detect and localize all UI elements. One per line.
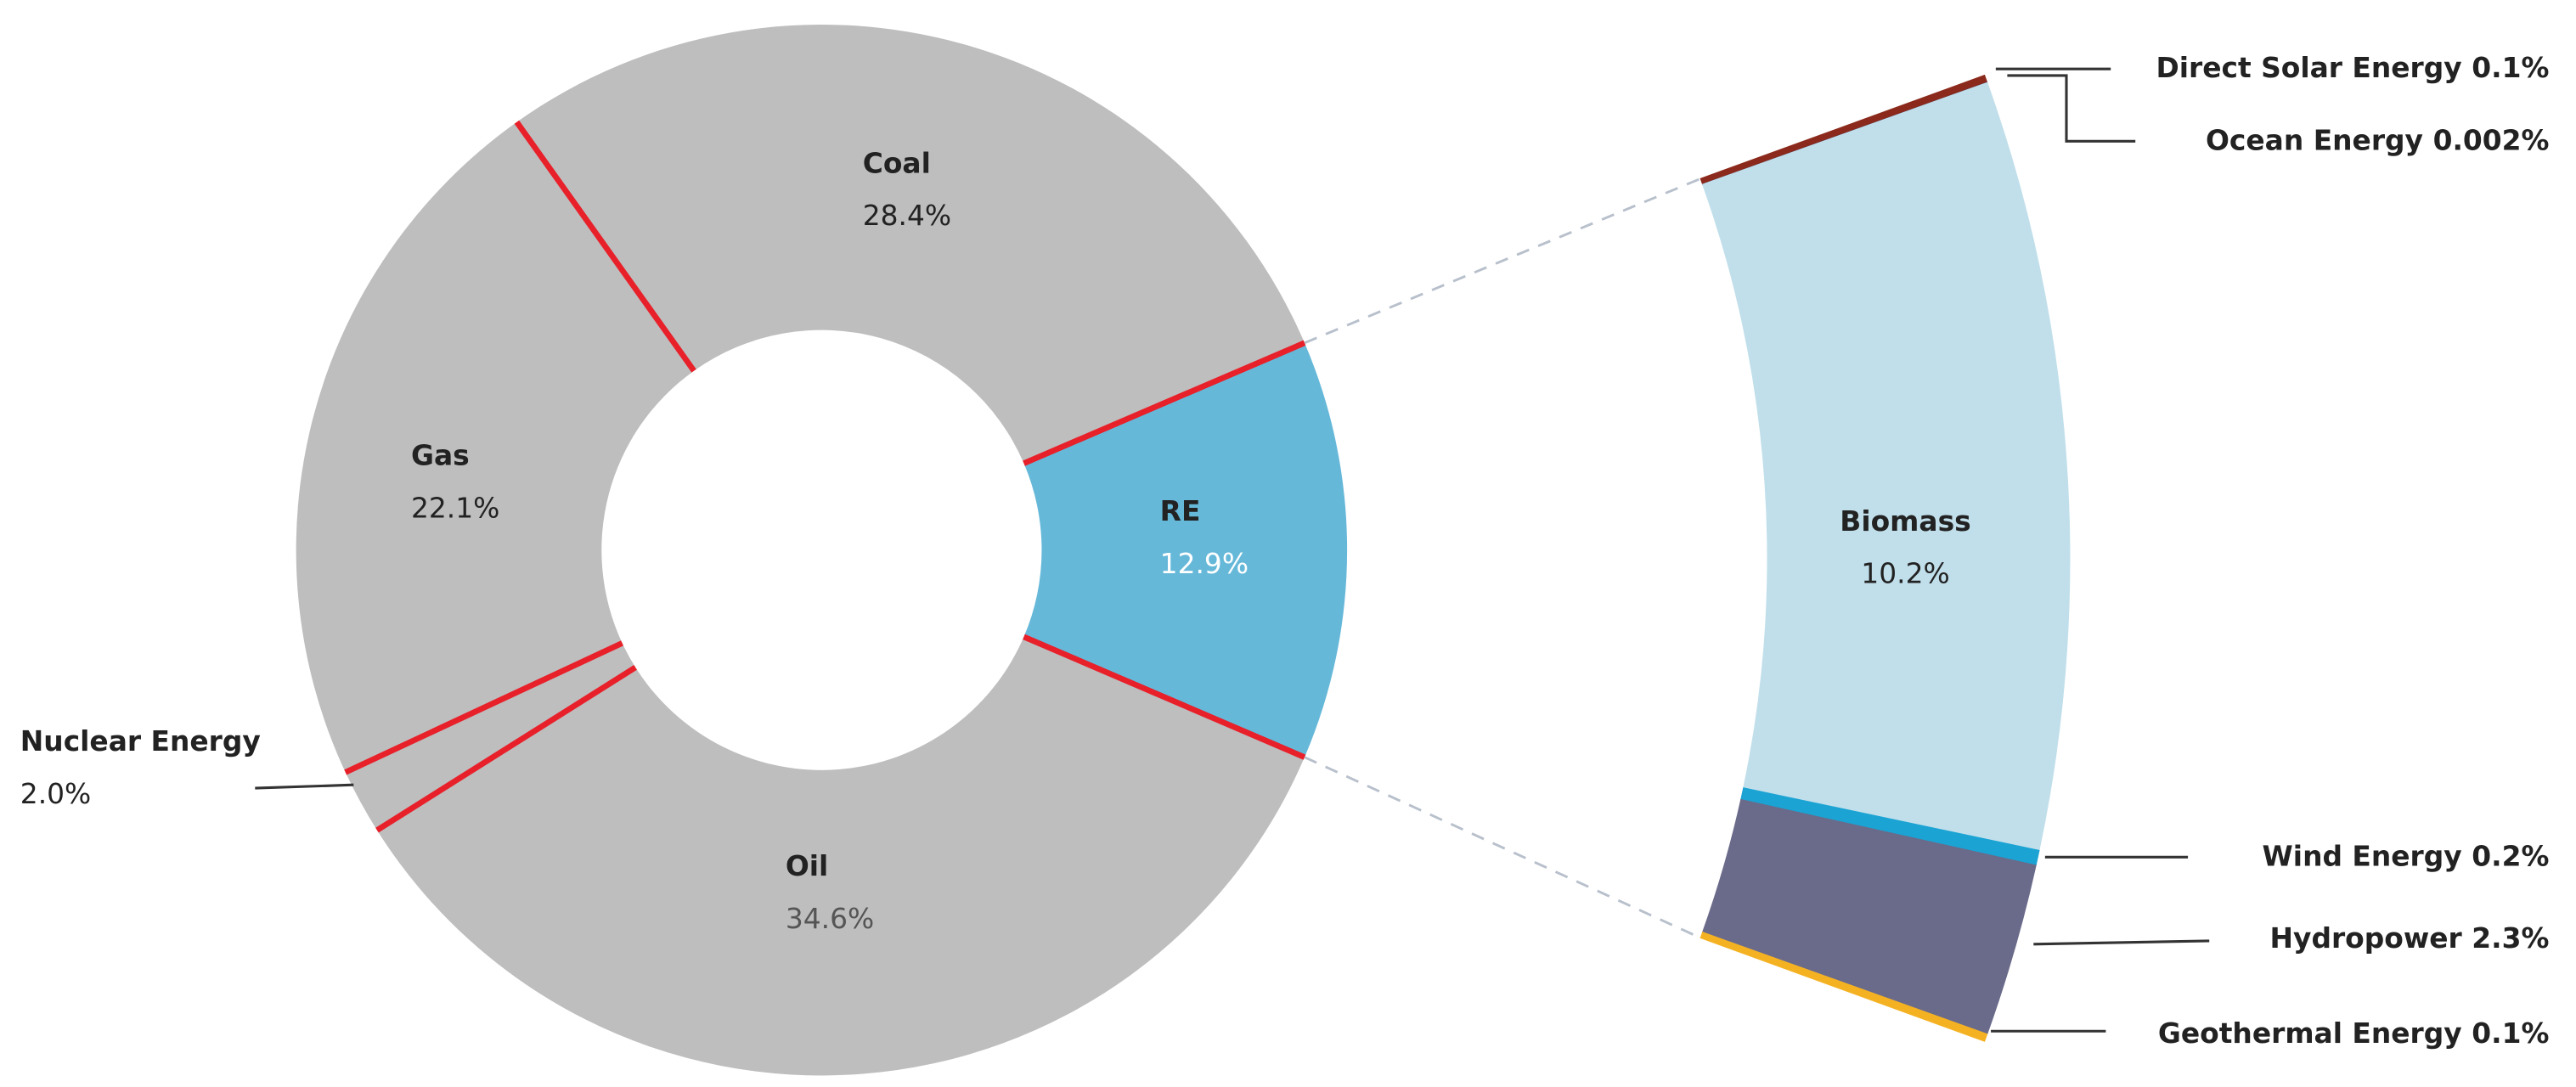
category-label: Coal	[863, 146, 931, 179]
value-label: 22.1%	[411, 491, 499, 524]
category-label: Biomass	[1840, 504, 1970, 537]
slice-separator	[514, 120, 696, 373]
data-label: Nuclear Energy 2.0%	[20, 724, 261, 809]
donut-slice	[376, 636, 1305, 1076]
data-label: Oil 34.6%	[786, 848, 874, 934]
leader-line	[2007, 74, 2136, 143]
sector-slice	[1701, 82, 2071, 852]
data-label: Coal 28.4%	[863, 146, 951, 232]
value-label: 0.1%	[2472, 1017, 2549, 1050]
value-label: 0.1%	[2472, 51, 2549, 84]
category-label: Nuclear Energy	[20, 724, 261, 757]
data-label: Biomass 10.2%	[1840, 504, 1970, 589]
value-label: 2.3%	[2472, 921, 2549, 954]
leader-line	[255, 783, 354, 790]
category-label: RE	[1160, 494, 1201, 527]
data-label: Direct Solar Energy 0.1%	[2156, 51, 2549, 84]
connector	[1304, 756, 1701, 939]
donut-slice	[1023, 342, 1348, 758]
slice-separator	[375, 665, 637, 833]
data-label: Geothermal Energy 0.1%	[2158, 1017, 2550, 1050]
donut-slice	[345, 643, 636, 831]
leader-line	[2033, 939, 2210, 946]
sector-slice	[1699, 932, 1988, 1042]
value-label: 34.6%	[786, 901, 874, 934]
value-label: 28.4%	[863, 199, 951, 232]
category-label: Gas	[411, 438, 470, 471]
category-label: Geothermal Energy	[2158, 1017, 2462, 1050]
data-label: RE 12.9%	[1160, 494, 1249, 580]
value-label: 12.9%	[1160, 547, 1249, 580]
category-label: Oil	[786, 848, 828, 881]
data-label: Wind Energy 0.2%	[2263, 839, 2550, 872]
data-label: Hydropower 2.3%	[2270, 921, 2550, 954]
category-label: Direct Solar Energy	[2156, 51, 2461, 84]
value-label: 2.0%	[20, 776, 91, 809]
slice-separator	[1023, 634, 1306, 760]
category-label: Wind Energy	[2263, 839, 2462, 872]
category-label: Hydropower	[2270, 921, 2463, 954]
data-label: Ocean Energy 0.002%	[2206, 123, 2549, 156]
category-label: Ocean Energy	[2206, 123, 2423, 156]
slice-separator	[1023, 340, 1306, 466]
donut-slice	[516, 25, 1305, 464]
data-label: Gas 22.1%	[411, 438, 499, 524]
donut-slice	[296, 121, 695, 773]
connector	[1304, 177, 1701, 345]
value-label: 0.2%	[2472, 839, 2549, 872]
value-label: 10.2%	[1861, 556, 1949, 589]
value-label: 0.002%	[2433, 123, 2550, 156]
slice-separator	[344, 640, 624, 775]
